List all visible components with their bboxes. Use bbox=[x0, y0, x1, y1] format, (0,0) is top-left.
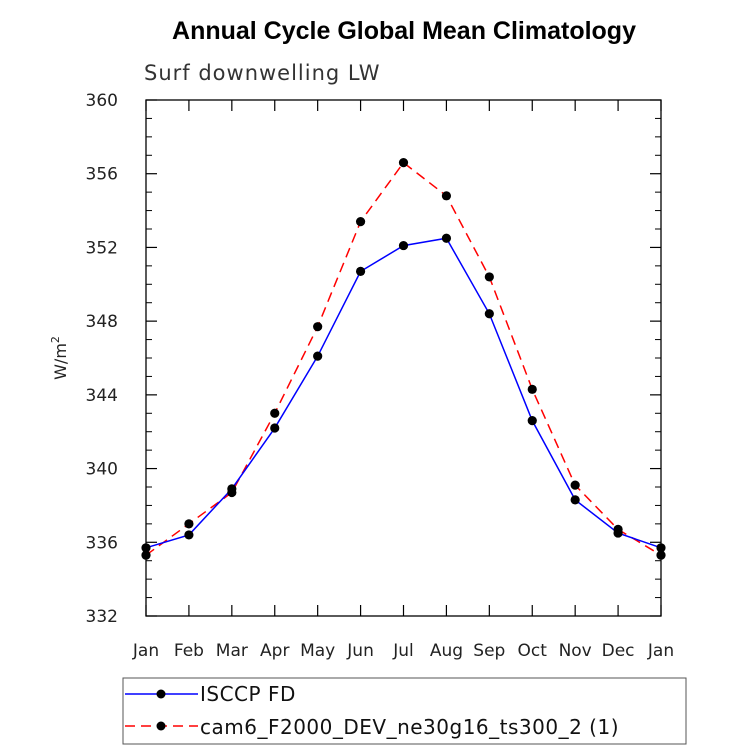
series-line-0 bbox=[145, 237, 662, 549]
legend-marker-isccp bbox=[156, 689, 166, 699]
data-point-series-1 bbox=[527, 384, 537, 394]
x-tick-labels: Jan Feb Mar Apr May Jun Jul Aug Sep Oct Nov Dec Jan bbox=[132, 641, 674, 661]
legend-label-isccp: ISCCP FD bbox=[200, 682, 296, 706]
series-group bbox=[141, 158, 666, 560]
data-point-series-1 bbox=[184, 519, 194, 529]
data-point-series-1 bbox=[313, 322, 323, 332]
data-point-series-0 bbox=[398, 240, 409, 251]
data-point-series-0 bbox=[484, 309, 494, 319]
x-tick-label: Jun bbox=[346, 641, 374, 661]
x-tick-label: Jan bbox=[647, 641, 674, 661]
chart-title: Annual Cycle Global Mean Climatology bbox=[172, 17, 636, 45]
data-point-series-0 bbox=[184, 530, 194, 540]
data-point-series-1 bbox=[227, 487, 237, 498]
data-point-series-0 bbox=[355, 266, 366, 276]
data-point-series-1 bbox=[398, 158, 409, 168]
x-tick-label: Oct bbox=[518, 641, 548, 661]
legend-box bbox=[122, 677, 687, 745]
y-tick-label: 344 bbox=[86, 386, 118, 406]
y-axis-label: W/m2 bbox=[49, 336, 70, 380]
x-tick-label: Dec bbox=[602, 641, 635, 661]
data-point-series-1 bbox=[270, 408, 280, 418]
legend-marker-cam6 bbox=[156, 721, 166, 731]
chart-subtitle: Surf downwelling LW bbox=[144, 61, 380, 85]
x-tick-label: Jan bbox=[132, 641, 159, 661]
data-point-series-1 bbox=[613, 524, 623, 534]
y-tick-label: 332 bbox=[86, 607, 118, 627]
data-point-series-0 bbox=[441, 233, 452, 243]
y-axis-label-superscript: 2 bbox=[49, 336, 62, 343]
y-tick-label: 352 bbox=[86, 238, 118, 258]
x-tick-label: Apr bbox=[260, 641, 289, 661]
legend-label-cam6: cam6_F2000_DEV_ne30g16_ts300_2 (1) bbox=[200, 715, 619, 739]
plot-frame bbox=[145, 99, 662, 617]
x-tick-label: Aug bbox=[430, 641, 463, 661]
legend: ISCCP FD cam6_F2000_DEV_ne30g16_ts300_2 … bbox=[122, 677, 687, 745]
data-point-series-0 bbox=[313, 351, 323, 361]
y-tick-labels: 332 336 340 344 348 352 356 360 bbox=[86, 91, 118, 627]
data-point-series-1 bbox=[484, 272, 494, 282]
y-tick-label: 336 bbox=[86, 533, 118, 553]
y-tick-label: 348 bbox=[86, 312, 118, 332]
axis-ticks bbox=[145, 99, 662, 617]
data-point-series-0 bbox=[570, 495, 580, 505]
data-point-series-1 bbox=[441, 191, 452, 201]
x-tick-label: Nov bbox=[559, 641, 592, 661]
x-tick-label: Jul bbox=[392, 641, 414, 661]
data-point-series-1 bbox=[355, 217, 366, 227]
y-tick-label: 340 bbox=[86, 460, 118, 480]
x-tick-label: Mar bbox=[216, 641, 248, 661]
data-point-series-0 bbox=[527, 416, 537, 426]
x-tick-label: Feb bbox=[174, 641, 204, 661]
data-point-series-0 bbox=[270, 423, 280, 433]
data-point-series-1 bbox=[570, 480, 580, 490]
y-tick-label: 356 bbox=[86, 165, 118, 185]
x-tick-label: May bbox=[300, 641, 335, 661]
series-line-1 bbox=[145, 161, 662, 556]
x-tick-label: Sep bbox=[473, 641, 505, 661]
y-tick-label: 360 bbox=[86, 91, 118, 111]
